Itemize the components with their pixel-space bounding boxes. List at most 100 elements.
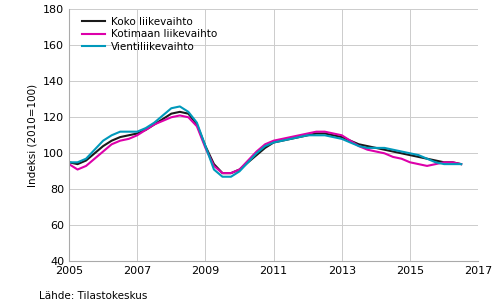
Vientiliikevaihto — [237, 170, 243, 173]
Vientiliikevaihto — [92, 148, 98, 151]
Vientiliikevaihto — [390, 148, 396, 151]
Koko liikevaihto — [313, 132, 319, 135]
Kotimaan liikevaihto — [330, 132, 336, 135]
Kotimaan liikevaihto — [288, 135, 294, 139]
Koko liikevaihto — [398, 151, 404, 155]
Vientiliikevaihto — [169, 106, 175, 110]
Kotimaan liikevaihto — [151, 123, 157, 126]
Koko liikevaihto — [330, 133, 336, 137]
Koko liikevaihto — [169, 112, 175, 116]
Koko liikevaihto — [348, 139, 353, 143]
Koko liikevaihto — [364, 144, 370, 148]
Kotimaan liikevaihto — [83, 164, 89, 168]
Vientiliikevaihto — [416, 153, 422, 157]
Kotimaan liikevaihto — [177, 114, 183, 117]
Koko liikevaihto — [66, 161, 72, 164]
Kotimaan liikevaihto — [424, 164, 430, 168]
Vientiliikevaihto — [117, 130, 123, 133]
Kotimaan liikevaihto — [160, 119, 166, 123]
Line: Koko liikevaihto: Koko liikevaihto — [69, 112, 461, 173]
Vientiliikevaihto — [458, 162, 464, 166]
Vientiliikevaihto — [185, 110, 191, 114]
Koko liikevaihto — [117, 135, 123, 139]
Koko liikevaihto — [100, 144, 106, 148]
Koko liikevaihto — [458, 162, 464, 166]
Vientiliikevaihto — [211, 168, 217, 171]
Kotimaan liikevaihto — [211, 164, 217, 168]
Vientiliikevaihto — [356, 144, 362, 148]
Kotimaan liikevaihto — [390, 155, 396, 159]
Koko liikevaihto — [143, 128, 149, 132]
Vientiliikevaihto — [100, 139, 106, 143]
Vientiliikevaihto — [441, 162, 447, 166]
Vientiliikevaihto — [228, 175, 234, 178]
Koko liikevaihto — [373, 146, 379, 150]
Kotimaan liikevaihto — [356, 144, 362, 148]
Kotimaan liikevaihto — [237, 168, 243, 171]
Vientiliikevaihto — [313, 133, 319, 137]
Kotimaan liikevaihto — [134, 133, 140, 137]
Kotimaan liikevaihto — [450, 161, 456, 164]
Y-axis label: Indeksi (2010=100): Indeksi (2010=100) — [28, 84, 37, 187]
Koko liikevaihto — [160, 117, 166, 121]
Vientiliikevaihto — [160, 114, 166, 117]
Kotimaan liikevaihto — [185, 116, 191, 119]
Koko liikevaihto — [134, 132, 140, 135]
Kotimaan liikevaihto — [66, 162, 72, 166]
Koko liikevaihto — [271, 141, 277, 144]
Vientiliikevaihto — [194, 121, 200, 125]
Vientiliikevaihto — [288, 137, 294, 141]
Koko liikevaihto — [92, 151, 98, 155]
Vientiliikevaihto — [66, 161, 72, 164]
Koko liikevaihto — [151, 123, 157, 126]
Koko liikevaihto — [203, 144, 209, 148]
Kotimaan liikevaihto — [433, 162, 439, 166]
Vientiliikevaihto — [253, 151, 259, 155]
Kotimaan liikevaihto — [348, 139, 353, 143]
Kotimaan liikevaihto — [398, 157, 404, 161]
Koko liikevaihto — [382, 148, 387, 151]
Vientiliikevaihto — [219, 175, 225, 178]
Koko liikevaihto — [279, 139, 285, 143]
Vientiliikevaihto — [348, 141, 353, 144]
Kotimaan liikevaihto — [108, 143, 114, 146]
Koko liikevaihto — [245, 161, 251, 164]
Koko liikevaihto — [177, 110, 183, 114]
Kotimaan liikevaihto — [245, 159, 251, 162]
Kotimaan liikevaihto — [253, 150, 259, 153]
Vientiliikevaihto — [108, 133, 114, 137]
Line: Vientiliikevaihto: Vientiliikevaihto — [69, 106, 461, 177]
Vientiliikevaihto — [407, 151, 413, 155]
Kotimaan liikevaihto — [143, 128, 149, 132]
Vientiliikevaihto — [339, 137, 345, 141]
Koko liikevaihto — [108, 139, 114, 143]
Vientiliikevaihto — [373, 146, 379, 150]
Vientiliikevaihto — [262, 144, 268, 148]
Kotimaan liikevaihto — [74, 168, 80, 171]
Koko liikevaihto — [416, 155, 422, 159]
Vientiliikevaihto — [450, 162, 456, 166]
Koko liikevaihto — [74, 162, 80, 166]
Koko liikevaihto — [390, 150, 396, 153]
Vientiliikevaihto — [433, 161, 439, 164]
Kotimaan liikevaihto — [441, 161, 447, 164]
Vientiliikevaihto — [134, 130, 140, 133]
Koko liikevaihto — [305, 133, 311, 137]
Koko liikevaihto — [185, 112, 191, 116]
Kotimaan liikevaihto — [416, 162, 422, 166]
Vientiliikevaihto — [74, 161, 80, 164]
Koko liikevaihto — [83, 159, 89, 162]
Koko liikevaihto — [194, 123, 200, 126]
Koko liikevaihto — [450, 161, 456, 164]
Koko liikevaihto — [237, 168, 243, 171]
Kotimaan liikevaihto — [364, 148, 370, 151]
Vientiliikevaihto — [398, 150, 404, 153]
Vientiliikevaihto — [296, 135, 302, 139]
Vientiliikevaihto — [330, 135, 336, 139]
Koko liikevaihto — [253, 153, 259, 157]
Vientiliikevaihto — [143, 126, 149, 130]
Koko liikevaihto — [296, 135, 302, 139]
Koko liikevaihto — [424, 157, 430, 161]
Koko liikevaihto — [288, 137, 294, 141]
Kotimaan liikevaihto — [228, 171, 234, 175]
